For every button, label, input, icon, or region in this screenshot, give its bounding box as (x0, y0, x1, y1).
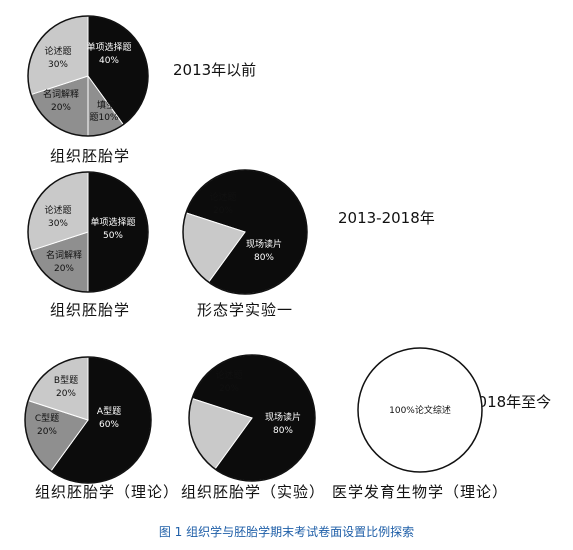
chart-caption-developmental-biology: 医学发育生物学（理论） (332, 483, 508, 501)
pie-1-slice-2-label: 论述题 30% (44, 204, 71, 229)
pie-0-slice-2-label: 名词解释 20% (43, 88, 79, 113)
chart-caption-histology-pre2013: 组织胚胎学 (50, 147, 130, 165)
pie-4-slice-0-label: 现场读片 80% (265, 411, 301, 436)
period-label-2013-2018: 2013-2018年 (338, 209, 435, 227)
pie-0-slice-0-label: 单项选择题 40% (86, 41, 131, 66)
pie-3-slice-0-label: A型题 60% (97, 406, 121, 430)
pie-3-slice-2-label: B型题 20% (54, 375, 78, 399)
pie-5-slice-0-label: 100%论文综述 (389, 404, 451, 416)
pie-3-slice-1-label: C型题 20% (35, 413, 59, 437)
pie-0-outline (27, 15, 149, 137)
chart-caption-histology-theory: 组织胚胎学（理论） (35, 483, 179, 501)
period-label-2018-now: 2018年至今 (468, 393, 551, 411)
chart-caption-morphology-lab: 形态学实验一 (197, 301, 293, 319)
pie-5-outline (357, 347, 483, 473)
figure-caption: 图 1 组织学与胚胎学期末考试卷面设置比例探索 (158, 525, 415, 539)
chart-caption-histology-2013: 组织胚胎学 (50, 301, 130, 319)
pie-0-slice-1-label: 填空题10% (89, 99, 118, 123)
pie-2-slice-0-label: 现场读片 80% (246, 238, 282, 263)
period-label-pre-2013: 2013年以前 (173, 61, 256, 79)
pie-2-outline (182, 169, 308, 295)
pie-charts: 单项选择题 40% 填空题10% 名词解释 20% 论述题 30% 单项选择题 50% 名词解释 2… (24, 15, 483, 484)
pie-2-slice-1-label: 论述题 20% (209, 191, 236, 216)
pie-1-slice-0-label: 单项选择题 50% (90, 216, 135, 241)
pie-1-outline (27, 171, 149, 293)
chart-caption-histology-lab: 组织胚胎学（实验） (181, 483, 325, 501)
pie-3-outline (24, 356, 152, 484)
pie-1-slice-1-label: 名词解释 20% (46, 249, 82, 274)
pie-0-slice-3-label: 论述题 30% (44, 45, 71, 70)
pie-4-outline (188, 354, 316, 482)
pie-4-slice-1-label: 论述题 20% (215, 369, 242, 394)
